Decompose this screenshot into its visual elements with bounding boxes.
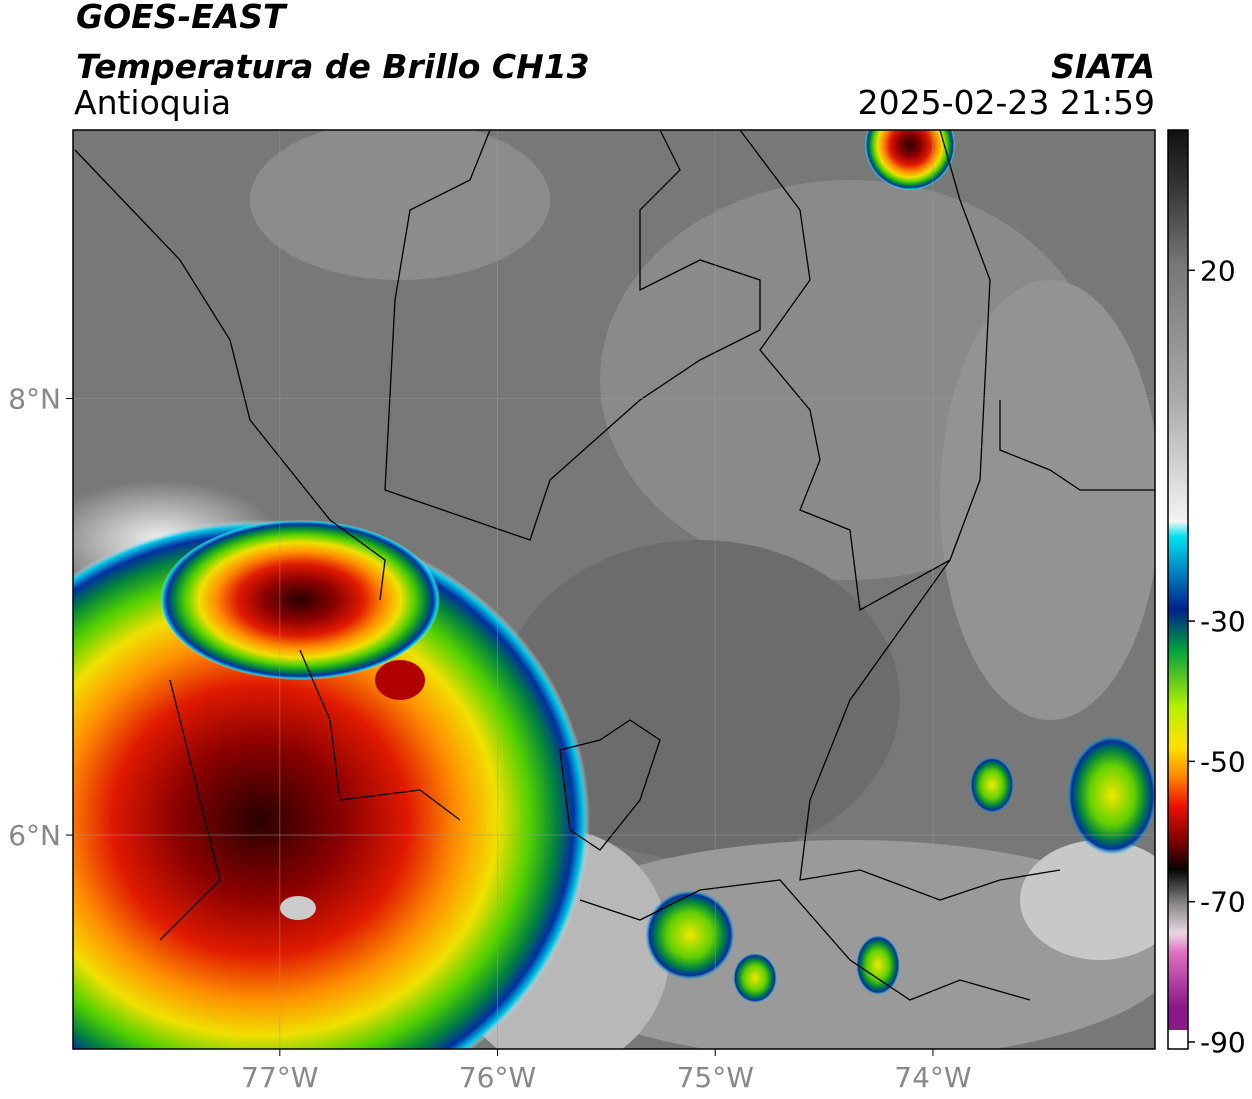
colorbar-tick-label: 20	[1200, 254, 1236, 287]
x-tick-label: 75°W	[677, 1061, 754, 1094]
colorbar-tick-label: -50	[1200, 745, 1246, 778]
colorbar-tick-label: -90	[1200, 1026, 1246, 1059]
y-tick-label: 8°N	[8, 382, 61, 415]
x-tick-label: 77°W	[241, 1061, 318, 1094]
satellite-image	[73, 130, 1155, 1049]
subtitle: Temperatura de Brillo CH13	[76, 47, 590, 86]
x-tick-label: 74°W	[894, 1061, 971, 1094]
datetime: 2025-02-23 21:59	[858, 83, 1155, 122]
colorbar-under	[1168, 1030, 1188, 1049]
title: GOES-EAST	[76, 0, 288, 36]
boundaries	[74, 130, 1155, 1001]
colorbar	[1168, 130, 1188, 1030]
source: SIATA	[1051, 47, 1155, 86]
x-tick-label: 76°W	[459, 1061, 536, 1094]
y-tick-label: 6°N	[8, 819, 61, 852]
colorbar-tick-label: -70	[1200, 886, 1246, 919]
colorbar-frame	[1167, 129, 1189, 1050]
region: Antioquia	[74, 83, 231, 122]
map-frame	[72, 129, 1156, 1050]
colorbar-tick-label: -30	[1200, 605, 1246, 638]
